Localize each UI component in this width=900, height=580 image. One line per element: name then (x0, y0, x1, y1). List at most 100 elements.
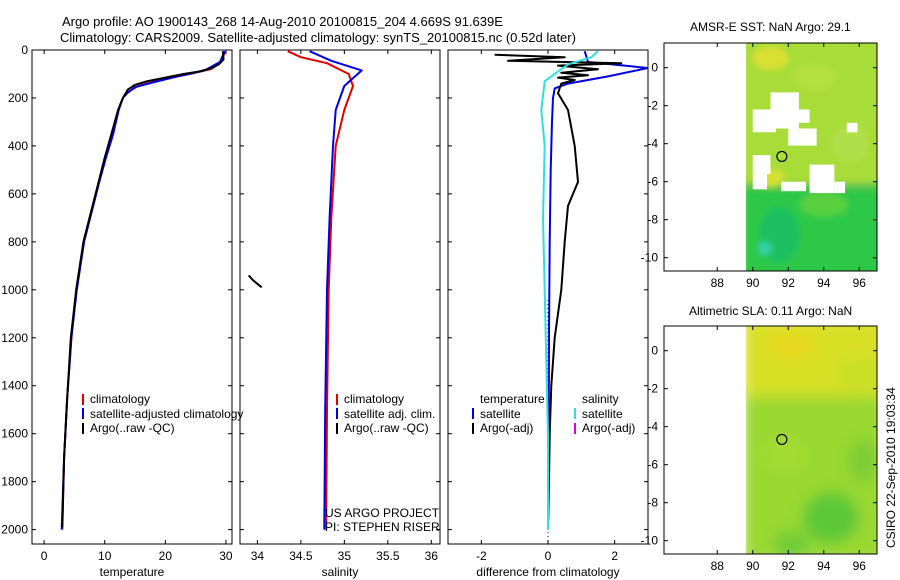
y-tick-label: 0 (651, 61, 658, 75)
y-tick-label: 200 (8, 91, 28, 105)
cloud-gap (781, 181, 806, 192)
x-tick-label: 92 (782, 276, 796, 290)
legend-item-argo: Argo(..raw -QC) (82, 421, 243, 436)
legend-item-satellite: satellite adj. clim. (336, 407, 435, 422)
credit-text: CSIRO 22-Sep-2010 19:03:34 (884, 387, 898, 548)
panel-layer: 0 10 20 30temperature0200400600800100012001… (1, 42, 878, 579)
y-tick-label: -2 (647, 99, 658, 113)
legend-label: climatology (344, 392, 405, 406)
map-frame (663, 42, 878, 272)
figure-title-line1: Argo profile: AO 1900143_268 14-Aug-2010… (62, 14, 503, 29)
y-tick-label: -6 (647, 458, 658, 472)
y-tick-label: 1600 (1, 427, 28, 441)
legend-label: temperature (480, 392, 545, 406)
figure-title-line2: Climatology: CARS2009. Satellite-adjuste… (60, 30, 576, 45)
argo-position-marker (776, 433, 788, 446)
cloud-gap (846, 122, 858, 133)
legend-swatch-blue (472, 408, 474, 420)
y-tick-label: 0 (651, 344, 658, 358)
plot-frame (239, 49, 441, 545)
y-tick-label: -4 (647, 137, 658, 151)
series-line-climatology (61, 50, 227, 530)
legend-swatch-magenta (574, 422, 576, 434)
cloud-gap (788, 128, 817, 146)
heatmap-cell (752, 46, 789, 71)
legend-label: satellite adj. clim. (344, 406, 436, 421)
legend-item-satellite: satellite-adjusted climatology (82, 407, 243, 422)
cloud-gap (752, 109, 776, 133)
x-tick-label: 10 (98, 549, 112, 563)
pi-annotation: PI: STEPHEN RISER (325, 520, 440, 534)
y-tick-label: -10 (641, 251, 659, 265)
y-tick-label: -8 (647, 213, 658, 227)
legend-label: salinity (582, 392, 619, 406)
legend-item-satellite: satellite (472, 407, 545, 422)
x-tick-label: 96 (853, 559, 867, 573)
x-tick-label: 2 (611, 549, 618, 563)
map-frame (663, 325, 878, 555)
series-line-temperature-satellite (547, 50, 648, 530)
legend-title: temperature (472, 392, 545, 407)
x-tick-label: 20 (159, 549, 173, 563)
legend-item-argo: Argo(-adj) (472, 421, 545, 436)
legend-label: Argo(..raw -QC) (344, 421, 429, 435)
x-tick-label: 94 (817, 559, 831, 573)
x-tick-label: 34.5 (289, 549, 313, 563)
y-tick-label: -8 (647, 496, 658, 510)
legend-label: satellite (480, 406, 521, 421)
y-tick-label: 0 (21, 43, 28, 57)
legend-label: Argo(..raw -QC) (90, 421, 175, 435)
y-tick-label: -4 (647, 420, 658, 434)
legend-swatch-red (336, 393, 338, 405)
y-tick-label: 800 (8, 235, 28, 249)
heatmap-field (746, 43, 877, 271)
salinity-legend: climatology satellite adj. clim. Argo(..… (336, 392, 435, 436)
y-tick-label: -6 (647, 175, 658, 189)
y-tick-label: -10 (641, 534, 659, 548)
x-tick-label: 35 (338, 549, 352, 563)
heatmap-cell (773, 530, 810, 554)
legend-label: Argo(-adj) (582, 421, 636, 435)
heatmap-field (746, 326, 877, 554)
x-tick-label: -2 (476, 549, 487, 563)
legend-label: satellite-adjusted climatology (90, 406, 244, 421)
legend-swatch-black (472, 422, 474, 434)
legend-item-argo: Argo(..raw -QC) (336, 421, 435, 436)
legend-swatch-black (82, 422, 84, 434)
legend-swatch-red (82, 393, 84, 405)
legend-label: satellite (582, 406, 623, 421)
heatmap-cell (799, 192, 848, 217)
cloud-gap (834, 181, 846, 194)
series-line-temperature-argo (494, 53, 623, 528)
heatmap-cell (762, 437, 807, 474)
legend-label: Argo(-adj) (480, 421, 534, 435)
heatmap-cell (848, 438, 877, 483)
x-tick-label: 88 (711, 559, 725, 573)
x-tick-label: 0 (41, 549, 48, 563)
legend-swatch-cyan (574, 408, 576, 420)
x-axis-label: difference from climatology (476, 565, 619, 579)
y-tick-label: 600 (8, 187, 28, 201)
x-tick-label: 0 (545, 549, 552, 563)
x-tick-label: 36 (425, 549, 439, 563)
y-tick-label: 1800 (1, 475, 28, 489)
legend-item-argo: Argo(-adj) (574, 421, 635, 436)
legend-item-satellite: satellite (574, 407, 635, 422)
cloud-gap (809, 164, 835, 194)
series-line-salinity-satellite (540, 50, 599, 530)
x-tick-label: 94 (817, 276, 831, 290)
cloud-gap (752, 155, 771, 175)
heatmap-cell (802, 491, 859, 544)
y-tick-label: 1200 (1, 331, 28, 345)
x-tick-label: 30 (219, 549, 233, 563)
x-tick-label: 90 (746, 276, 760, 290)
x-tick-label: 88 (711, 276, 725, 290)
series-line-satellite-adjusted-climatology (60, 50, 226, 530)
plot-frame (31, 49, 233, 545)
x-axis-label: temperature (100, 565, 165, 579)
heatmap-blur (746, 326, 877, 554)
salinity-profile: 34 34.5 35 35.5 36 salinity (239, 49, 441, 579)
legend-label: climatology (90, 392, 151, 406)
temperature-profile: 0 10 20 30 temperature 0 200 400 600 800 1000 1200 1… (1, 43, 233, 579)
